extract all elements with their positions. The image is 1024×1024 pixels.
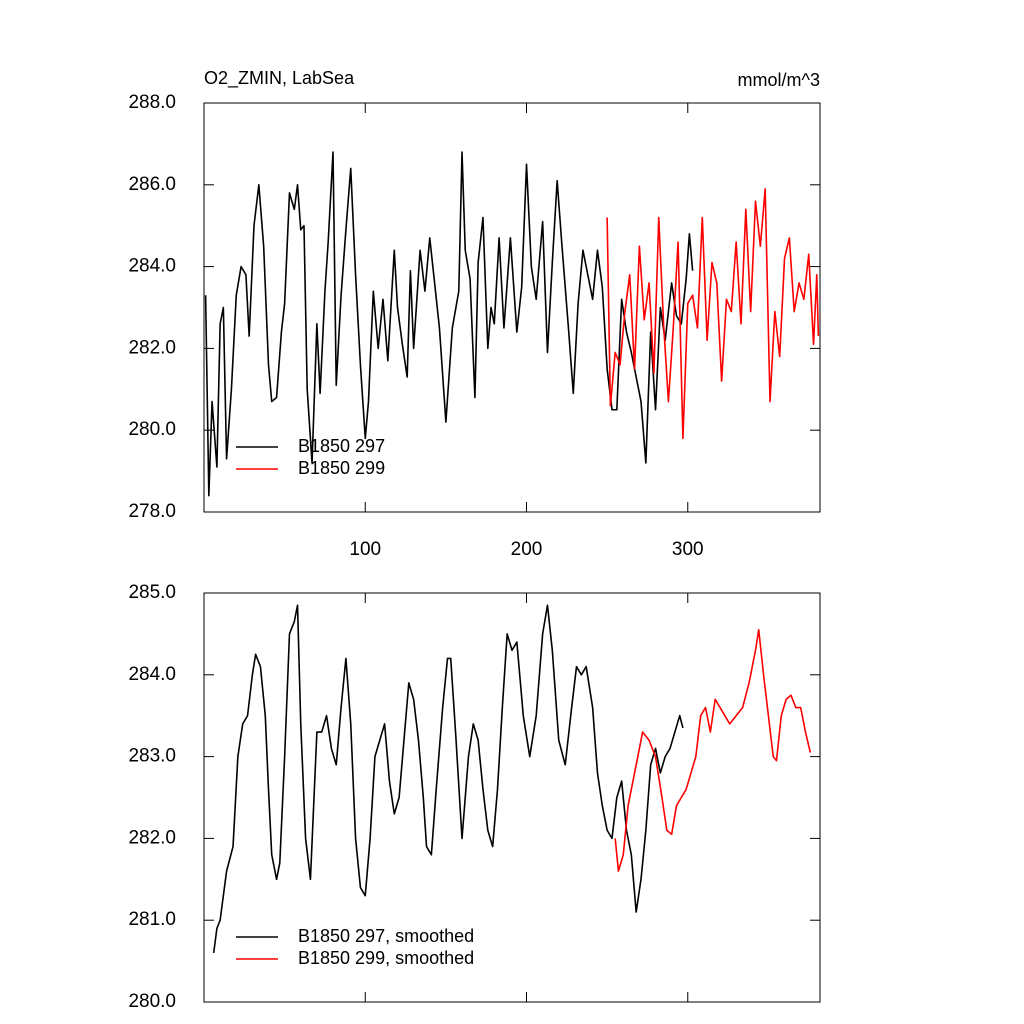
- legend-label: B1850 297: [298, 436, 385, 456]
- y-tick-label: 281.0: [128, 909, 176, 930]
- data-line: [212, 604, 684, 954]
- x-tick-label: 100: [349, 539, 381, 560]
- y-tick-label: 284.0: [128, 256, 176, 277]
- y-tick-label: 283.0: [128, 746, 176, 767]
- legend-label: B1850 299, smoothed: [298, 948, 474, 968]
- plot-frame: [203, 102, 821, 513]
- legend-label: B1850 297, smoothed: [298, 926, 474, 946]
- y-tick-label: 284.0: [128, 664, 176, 685]
- y-tick-label: 280.0: [128, 991, 176, 1012]
- y-tick-label: 282.0: [128, 827, 176, 848]
- y-tick-label: 286.0: [128, 174, 176, 195]
- y-tick-label: 288.0: [128, 92, 176, 113]
- y-tick-label: 282.0: [128, 337, 176, 358]
- y-tick-label: 278.0: [128, 501, 176, 522]
- y-tick-label: 280.0: [128, 419, 176, 440]
- data-line: [614, 629, 812, 872]
- chart-title: O2_ZMIN, LabSea: [204, 68, 355, 89]
- units-label: mmol/m^3: [738, 70, 820, 90]
- plot-frame: [203, 592, 821, 1003]
- legend-label: B1850 299: [298, 458, 385, 478]
- data-line: [204, 151, 694, 497]
- x-tick-label: 300: [672, 539, 704, 560]
- data-line: [606, 188, 820, 440]
- x-tick-label: 200: [511, 539, 543, 560]
- y-tick-label: 285.0: [128, 582, 176, 603]
